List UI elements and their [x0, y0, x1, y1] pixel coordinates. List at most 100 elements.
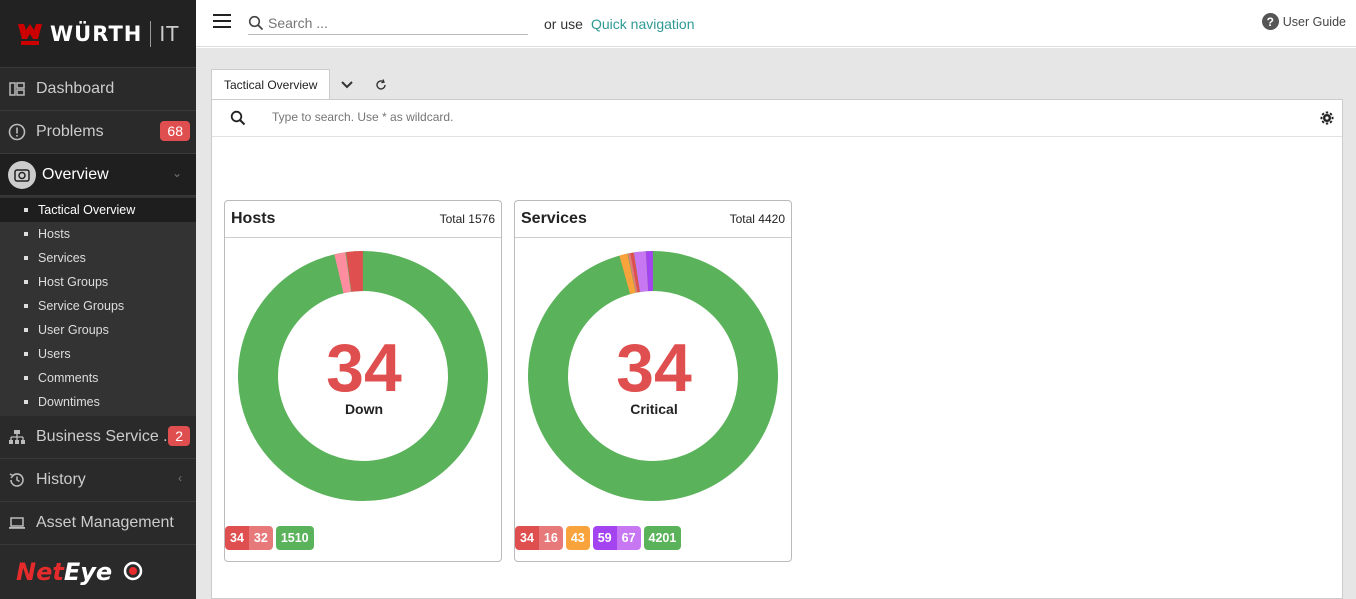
search-input[interactable]	[268, 15, 508, 31]
sub-user-groups[interactable]: User Groups	[0, 318, 196, 342]
neteye-logo-eye: Eye	[63, 558, 113, 586]
sub-comments[interactable]: Comments	[0, 366, 196, 390]
help-icon: ?	[1261, 13, 1279, 30]
sidebar: WÜRTH IT Dashboard Problems 68 Overview …	[0, 0, 196, 599]
sitemap-icon	[8, 428, 26, 446]
nav-overview-label: Overview	[42, 165, 109, 183]
logo-word: WÜRTH	[50, 21, 143, 46]
neteye-eye-icon	[123, 561, 142, 581]
camera-icon	[8, 160, 36, 189]
hosts-title[interactable]: Hosts	[231, 210, 276, 227]
services-badge-group-unknown: 59 67	[592, 526, 641, 550]
laptop-icon	[8, 514, 26, 532]
services-title[interactable]: Services	[521, 210, 587, 227]
services-badge-unknown[interactable]: 59	[592, 526, 617, 550]
filter-search-icon	[230, 110, 246, 126]
services-total: Total 4420	[729, 212, 785, 226]
services-critical-count: 34	[616, 330, 692, 406]
hosts-up-segment[interactable]	[238, 251, 488, 501]
hosts-down-label: Down	[344, 401, 384, 417]
logo-divider	[150, 20, 152, 47]
search-icon	[248, 15, 264, 31]
dashlet-content: Hosts Total 1576 34 Down 34 32 1510	[211, 99, 1343, 599]
filter-input[interactable]	[272, 110, 872, 124]
nav-dashboard-label: Dashboard	[36, 80, 115, 97]
services-badge-critical[interactable]: 34	[515, 526, 539, 550]
sub-users[interactable]: Users	[0, 342, 196, 366]
sub-downtimes[interactable]: Downtimes	[0, 390, 196, 414]
hosts-badge-up[interactable]: 1510	[275, 526, 314, 550]
hosts-card: Hosts Total 1576 34 Down 34 32 1510	[224, 200, 502, 562]
hosts-badges: 34 32 1510	[225, 526, 317, 550]
sub-service-groups[interactable]: Service Groups	[0, 294, 196, 318]
services-ok-segment[interactable]	[528, 251, 778, 501]
services-card-header: Services Total 4420	[515, 201, 791, 238]
services-badge-group-warning: 43	[565, 526, 590, 550]
nav-overview[interactable]: Overview ⌄	[0, 154, 196, 196]
sub-hosts[interactable]: Hosts	[0, 222, 196, 246]
tab-bar: Tactical Overview	[211, 69, 398, 100]
neteye-logo: NetEye	[16, 558, 147, 586]
nav-problems-label: Problems	[36, 123, 104, 140]
services-badge-critical-handled[interactable]: 16	[538, 526, 563, 550]
global-search[interactable]	[248, 12, 528, 35]
refresh-icon[interactable]	[364, 69, 398, 100]
chevron-left-icon: ‹	[178, 471, 182, 485]
wurth-logo-icon	[18, 23, 42, 45]
logo-suffix: IT	[159, 21, 180, 46]
services-badge-unknown-handled[interactable]: 67	[616, 526, 641, 550]
nav-dashboard[interactable]: Dashboard	[0, 68, 196, 111]
services-critical-segment[interactable]	[528, 251, 778, 501]
hosts-badge-group-down: 34 32	[225, 526, 273, 550]
neteye-logo-net: Net	[16, 558, 64, 586]
hosts-down-segment[interactable]	[238, 251, 488, 501]
chevron-down-icon: ⌄	[171, 166, 182, 180]
tab-tactical-overview[interactable]: Tactical Overview	[211, 69, 331, 100]
services-badges: 34 16 43 59 67 4201	[515, 526, 684, 550]
hosts-badge-down-handled[interactable]: 32	[248, 526, 273, 550]
hosts-badge-group-up: 1510	[275, 526, 314, 550]
hamburger-menu-icon[interactable]	[213, 14, 231, 28]
services-warning-segment[interactable]	[527, 250, 779, 502]
business-service-count-badge: 2	[168, 426, 190, 446]
filter-bar	[212, 100, 1342, 137]
alert-circle-icon	[8, 123, 26, 141]
hosts-down-count: 34	[326, 330, 402, 406]
sub-host-groups[interactable]: Host Groups	[0, 270, 196, 294]
hosts-down-handled-segment[interactable]	[237, 250, 489, 502]
services-badge-ok[interactable]: 4201	[643, 526, 682, 550]
gear-icon[interactable]	[1320, 111, 1334, 125]
services-badge-warning[interactable]: 43	[565, 526, 590, 550]
sub-services[interactable]: Services	[0, 246, 196, 270]
or-use-text: or use	[544, 16, 583, 32]
user-guide-link[interactable]: ? User Guide	[1261, 13, 1346, 30]
services-critical-label: Critical	[630, 401, 678, 417]
services-card: Services Total 4420 34 Critical 34 16	[514, 200, 792, 562]
dashboard-icon	[8, 80, 26, 98]
wurth-logo[interactable]: WÜRTH IT	[0, 0, 196, 68]
services-badge-group-ok: 4201	[643, 526, 682, 550]
hosts-total: Total 1576	[439, 212, 495, 226]
hosts-card-header: Hosts Total 1576	[225, 201, 501, 238]
nav-asset-management[interactable]: Asset Management	[0, 502, 196, 545]
services-badge-group-critical: 34 16	[515, 526, 563, 550]
overview-submenu: Tactical Overview Hosts Services Host Gr…	[0, 196, 196, 416]
nav-business-service[interactable]: Business Service ... 2	[0, 416, 196, 459]
history-icon	[8, 471, 26, 489]
services-critical-handled-segment[interactable]	[528, 251, 778, 501]
main-area: Tactical Overview Hosts Total 1576	[196, 48, 1356, 599]
topbar: or use Quick navigation ? User Guide	[196, 0, 1356, 47]
tab-dropdown-chevron-icon[interactable]	[330, 69, 364, 100]
nav-history-label: History	[36, 471, 86, 488]
nav-problems[interactable]: Problems 68	[0, 111, 196, 154]
nav-asset-management-label: Asset Management	[36, 514, 174, 531]
services-donut-chart[interactable]	[527, 250, 779, 502]
nav-history[interactable]: History ‹	[0, 459, 196, 502]
hosts-badge-down[interactable]: 34	[225, 526, 249, 550]
user-guide-label: User Guide	[1282, 14, 1346, 29]
hosts-donut-chart[interactable]	[237, 250, 489, 502]
sub-tactical-overview[interactable]: Tactical Overview	[0, 198, 196, 222]
quick-navigation-link[interactable]: Quick navigation	[591, 16, 695, 32]
nav-business-service-label: Business Service ...	[36, 428, 177, 445]
problems-count-badge: 68	[160, 121, 190, 141]
